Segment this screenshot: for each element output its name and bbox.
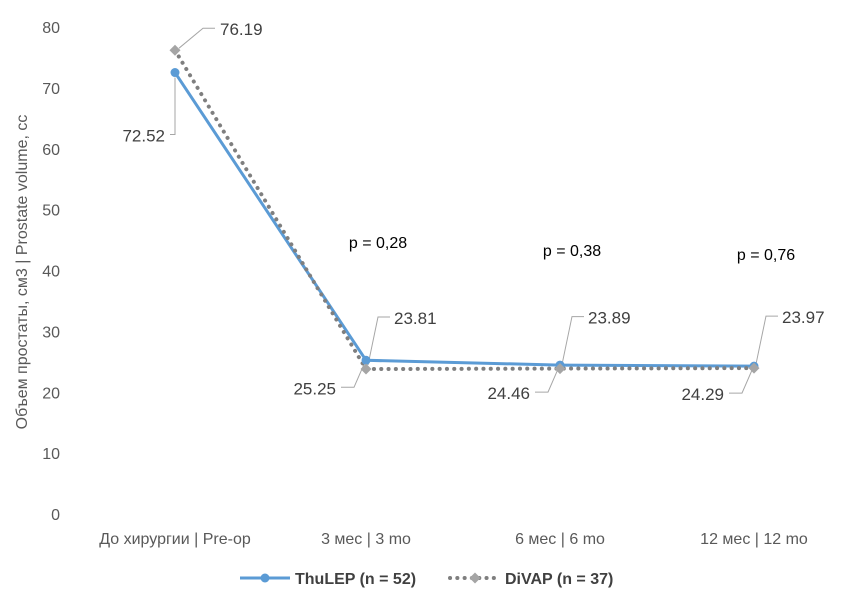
data-point — [748, 362, 760, 374]
p-value-annotation: p = 0,76 — [737, 247, 795, 264]
legend-marker — [260, 573, 270, 583]
data-point — [169, 44, 181, 56]
x-tick-label: 3 мес | 3 mo — [321, 531, 411, 548]
data-label: 76.19 — [220, 20, 263, 39]
data-label: 72.52 — [122, 127, 165, 146]
data-label: 24.46 — [487, 384, 530, 403]
data-label: 24.29 — [681, 385, 724, 404]
leader-line — [755, 315, 778, 365]
leader-line — [535, 368, 559, 393]
leader-line — [170, 77, 176, 136]
series-line — [173, 71, 755, 368]
series-group — [169, 44, 760, 375]
legend-item: DiVAP (n = 37) — [448, 571, 613, 588]
leader-line — [729, 369, 753, 394]
y-tick-label: 50 — [42, 203, 60, 220]
data-label: 23.89 — [588, 309, 631, 328]
p-value-annotations: p = 0,28 p = 0,38 p = 0,76 — [349, 235, 795, 264]
y-tick-label: 10 — [42, 446, 60, 463]
data-point — [170, 68, 180, 78]
leader-line — [561, 316, 584, 365]
y-tick-label: 70 — [42, 81, 60, 98]
y-tick-label: 40 — [42, 264, 60, 281]
data-point — [554, 363, 566, 375]
legend-label: DiVAP (n = 37) — [505, 571, 613, 588]
y-tick-label: 60 — [42, 142, 60, 159]
x-tick-label: До хирургии | Pre-op — [99, 531, 251, 548]
x-tick-label: 12 мес | 12 mo — [700, 531, 808, 548]
y-tick-label: 20 — [42, 385, 60, 402]
y-axis-ticks: 0 10 20 30 40 50 60 70 80 — [42, 20, 60, 524]
y-axis-label: Объем простаты, см3 | Prostate volume, c… — [14, 115, 31, 430]
p-value-annotation: p = 0,38 — [543, 243, 601, 260]
data-label: 23.81 — [394, 309, 437, 328]
y-tick-label: 30 — [42, 324, 60, 341]
leader-line — [341, 364, 365, 388]
data-point — [361, 355, 371, 365]
leader-line — [367, 316, 390, 366]
legend-item: ThuLEP (n = 52) — [240, 571, 416, 588]
x-tick-label: 6 мес | 6 mo — [515, 531, 605, 548]
legend: ThuLEP (n = 52) DiVAP (n = 37) — [240, 571, 613, 588]
data-label: 25.25 — [293, 379, 336, 398]
data-labels: 76.19 72.52 23.81 25.25 23.89 24.46 23.97 24.29 — [122, 20, 824, 404]
y-tick-label: 0 — [51, 507, 60, 524]
x-axis-ticks: До хирургии | Pre-op 3 мес | 3 mo 6 мес | … — [99, 531, 808, 548]
series-line — [173, 48, 756, 372]
leader-line — [178, 27, 215, 49]
data-label: 23.97 — [782, 308, 825, 327]
y-tick-label: 80 — [42, 20, 60, 37]
legend-label: ThuLEP (n = 52) — [295, 571, 416, 588]
legend-marker — [469, 572, 481, 584]
p-value-annotation: p = 0,28 — [349, 235, 407, 252]
data-label-leaders — [170, 27, 778, 394]
data-point — [360, 363, 372, 375]
